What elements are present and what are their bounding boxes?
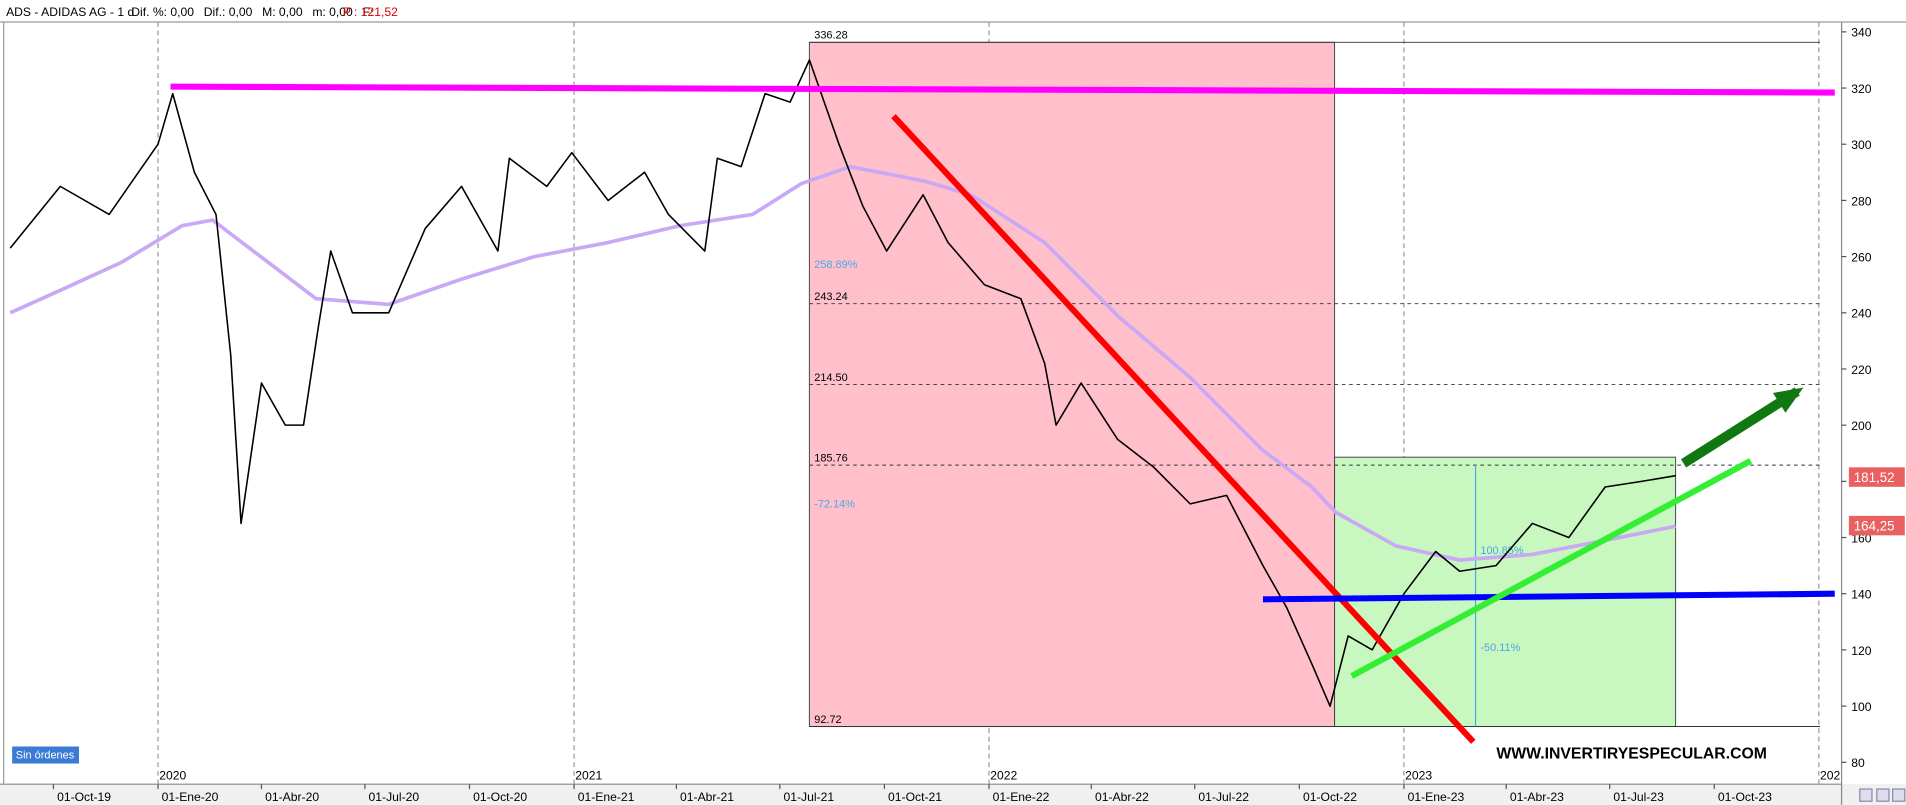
- header-field: Dif.: 0,00: [204, 5, 253, 19]
- trend-line: [170, 83, 1835, 96]
- header-field: F:: [363, 5, 374, 19]
- trend-line: [891, 114, 1476, 744]
- y-tick-label: 100: [1851, 700, 1872, 714]
- box-down-label: -50.11%: [1480, 642, 1520, 654]
- x-tick-label: 01-Abr-23: [1510, 790, 1564, 804]
- y-tick-label: 220: [1851, 363, 1872, 377]
- x-tick-label: 01-Ene-20: [162, 790, 219, 804]
- x-tick-label: 01-Jul-20: [369, 790, 420, 804]
- level-label: 336.28: [814, 30, 847, 42]
- toolbar-icon[interactable]: [1892, 788, 1906, 802]
- y-tick-label: 240: [1851, 307, 1872, 321]
- year-label: 2020: [159, 768, 186, 782]
- toolbar-icon[interactable]: [1859, 788, 1873, 802]
- x-tick-label: 01-Oct-20: [473, 790, 527, 804]
- box-down-label: -72.14%: [814, 499, 855, 511]
- x-tick-label: 01-Oct-19: [57, 790, 111, 804]
- y-tick-label: 280: [1851, 194, 1872, 208]
- x-tick-label: 01-Jul-21: [783, 790, 834, 804]
- year-label: 202: [1820, 768, 1841, 782]
- arrow-head: [1772, 387, 1804, 413]
- x-tick-label: 01-Abr-22: [1095, 790, 1149, 804]
- x-tick-label: 01-Abr-20: [265, 790, 319, 804]
- time-axis-bar: [0, 784, 1906, 805]
- level-label: 185.76: [814, 453, 847, 465]
- box-up-label: 258.89%: [814, 259, 857, 271]
- x-tick-label: 01-Ene-23: [1408, 790, 1465, 804]
- y-tick-label: 80: [1851, 756, 1865, 770]
- x-tick-label: 01-Jul-22: [1198, 790, 1249, 804]
- trend-line: [1680, 387, 1800, 468]
- header-field: M: 0,00: [262, 5, 303, 19]
- x-tick-label: 01-Jul-23: [1613, 790, 1664, 804]
- price-tag: [1848, 467, 1905, 487]
- y-tick-label: 300: [1851, 138, 1872, 152]
- x-tick-label: 01-Ene-22: [993, 790, 1050, 804]
- price-tag: [1848, 515, 1905, 536]
- x-tick-label: 01-Abr-21: [680, 790, 734, 804]
- x-tick-label: 01-Oct-21: [888, 790, 942, 804]
- y-tick-label: 320: [1851, 82, 1872, 96]
- trend-line: [1350, 458, 1753, 679]
- level-label: 92.72: [814, 714, 841, 726]
- price-line: [9, 59, 1676, 707]
- level-label: 243.24: [814, 291, 847, 303]
- year-label: 2021: [575, 768, 602, 782]
- toolbar-icon[interactable]: [1876, 788, 1890, 802]
- y-tick-label: 140: [1851, 588, 1872, 602]
- header-field: m: 0,00: [312, 5, 353, 19]
- y-tick-label: 260: [1851, 250, 1872, 264]
- trend-line: [1262, 590, 1835, 603]
- x-tick-label: 01-Oct-23: [1718, 790, 1772, 804]
- symbol: ADS - ADIDAS AG - 1 d: [6, 5, 134, 19]
- level-label: 214.50: [814, 372, 847, 384]
- plot: 2020 2021 2022 2023 202 01-Oct-19 01-Ene-20 01-…: [9, 22, 1905, 804]
- header-field: Dif. %: 0,00: [131, 5, 194, 19]
- price-tag-label: 164,25: [1854, 518, 1895, 533]
- price-tag-label: 181,52: [1854, 470, 1895, 485]
- year-label: 2023: [1405, 768, 1432, 782]
- y-tick-label: 340: [1851, 26, 1872, 40]
- price-line: [9, 164, 1677, 562]
- year-label: 2022: [990, 768, 1017, 782]
- y-tick-label: 200: [1851, 419, 1872, 433]
- watermark: WWW.INVERTIRYESPECULAR.COM: [1496, 746, 1767, 763]
- header-fields: Dif. %: 0,00 Dif.: 0,00 M: 0,00 m: 0,00 F:: [131, 5, 373, 19]
- orders-button[interactable]: [12, 746, 80, 764]
- x-tick-label: 01-Ene-21: [578, 790, 635, 804]
- y-tick-label: 120: [1851, 644, 1872, 658]
- orders-button-label[interactable]: Sin órdenes: [16, 750, 75, 762]
- x-tick-label: 01-Oct-22: [1303, 790, 1357, 804]
- header-price: P : 121,52: [343, 5, 398, 19]
